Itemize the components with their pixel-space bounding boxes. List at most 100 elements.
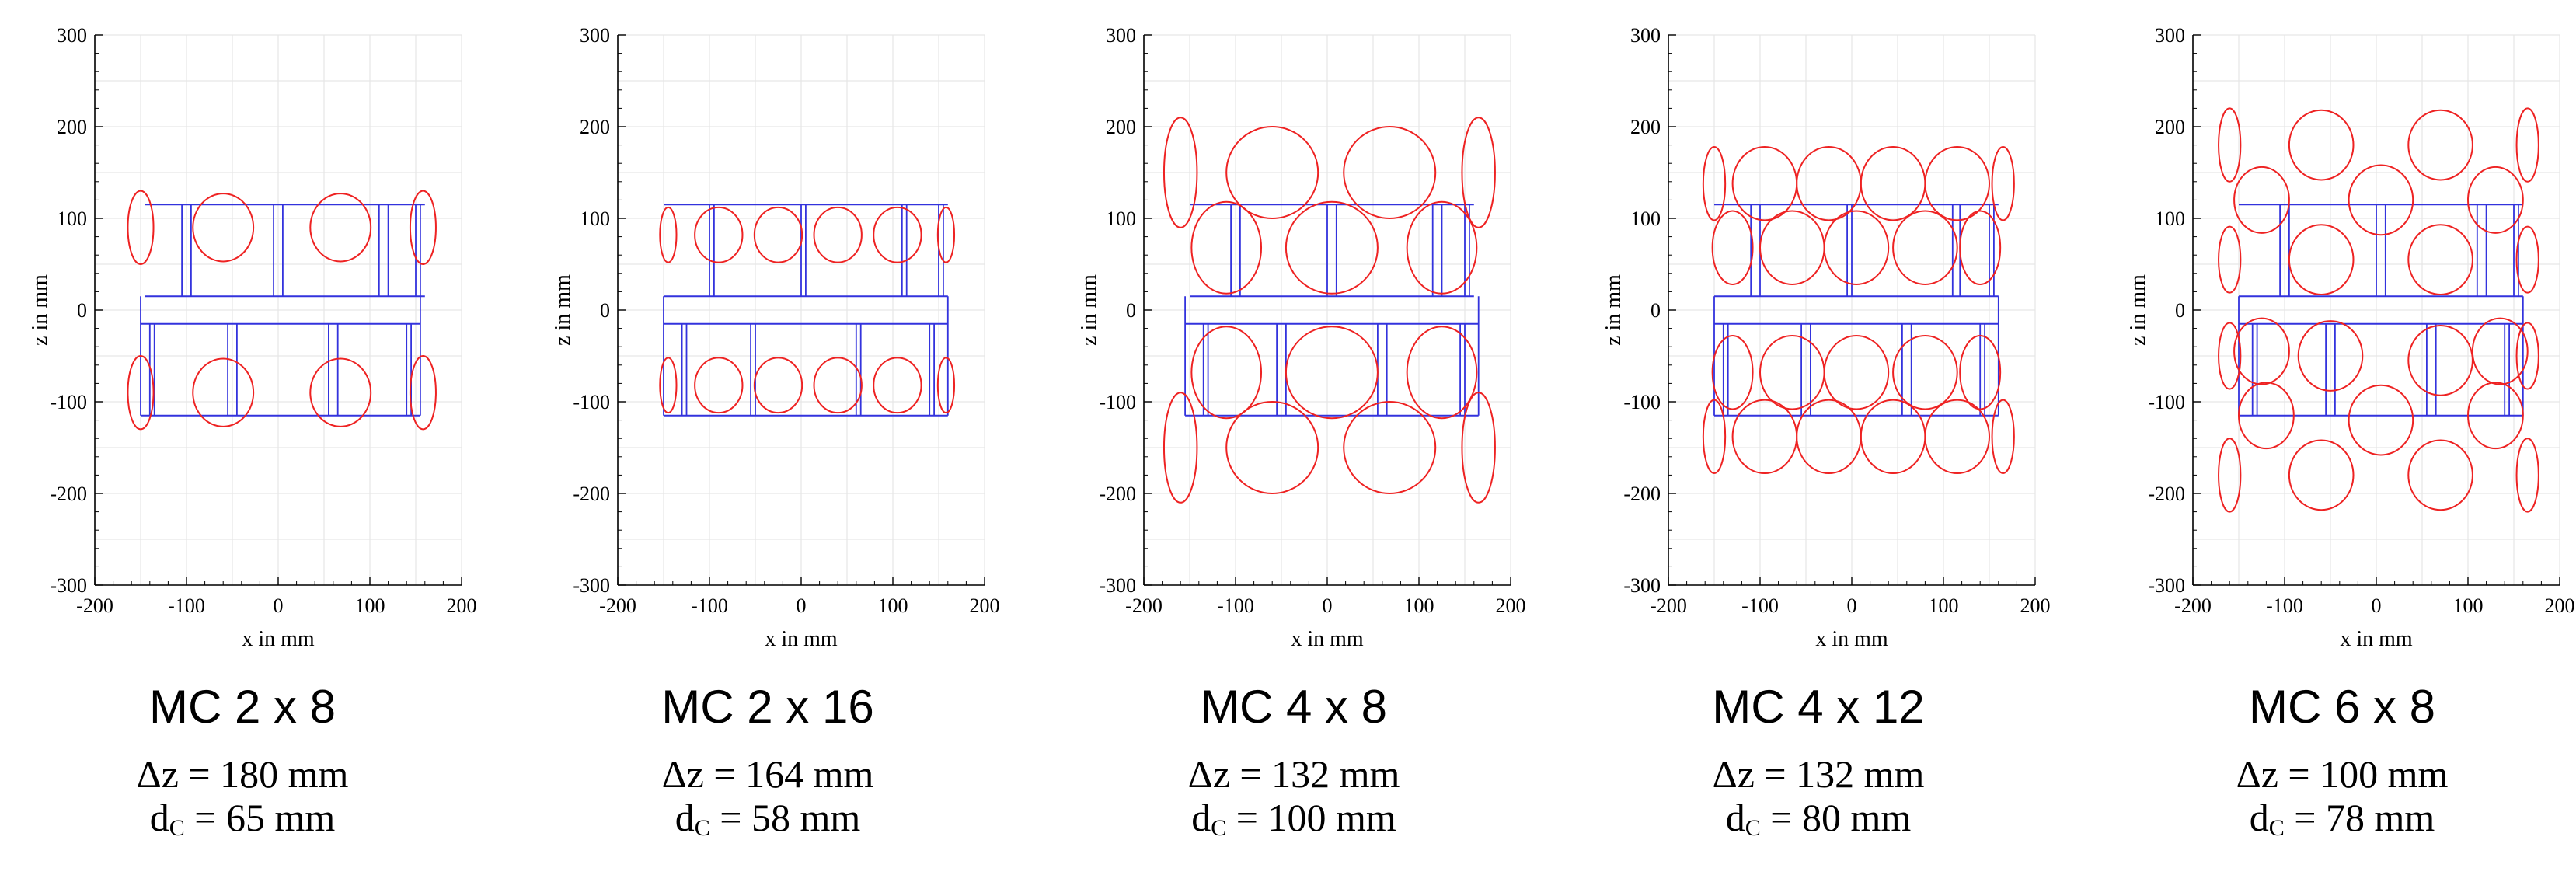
coil-ellipse — [2407, 224, 2473, 295]
caption-4: MC 4 x 12 Δz = 132 mm dC = 80 mm — [1616, 684, 2020, 842]
coil-ellipse — [2218, 438, 2242, 513]
coil-ellipse — [1406, 200, 1478, 295]
caption-5: MC 6 x 8 Δz = 100 mm dC = 78 mm — [2140, 684, 2544, 842]
x-tick-label: 200 — [1496, 594, 1526, 617]
y-tick-label: -100 — [573, 391, 610, 413]
panel-title: MC 6 x 8 — [2248, 681, 2436, 733]
coil-ellipse — [936, 206, 956, 263]
y-tick-label: 0 — [600, 299, 610, 322]
y-tick-label: 100 — [580, 207, 610, 230]
coil-ellipse — [1711, 210, 1754, 285]
y-tick-label: 200 — [1630, 116, 1661, 138]
caption-2: MC 2 x 16 Δz = 164 mm dC = 58 mm — [566, 684, 970, 842]
coil-ellipse — [1731, 399, 1798, 475]
delta-z-label: Δz = 164 mm — [661, 752, 874, 796]
coil-ellipse — [2348, 164, 2414, 236]
x-tick-label: -100 — [2266, 594, 2303, 617]
coil-ellipse — [1991, 145, 2015, 221]
y-tick-label: 0 — [1651, 299, 1661, 322]
y-tick-label: 0 — [2175, 299, 2185, 322]
coil-ellipse — [659, 206, 678, 263]
coil-ellipse — [1759, 335, 1825, 410]
coil-ellipse — [2515, 225, 2539, 294]
y-axis-label: z in mm — [551, 274, 575, 346]
x-axis-label: x in mm — [765, 627, 838, 651]
y-tick-label: 0 — [77, 299, 87, 322]
x-tick-label: 0 — [274, 594, 284, 617]
y-tick-label: 100 — [1106, 207, 1136, 230]
coil-ellipse — [813, 357, 863, 414]
y-tick-label: -200 — [573, 483, 610, 505]
captions: MC 2 x 8 Δz = 180 mm dC = 65 mm MC 2 x 1… — [0, 684, 2576, 882]
x-tick-label: -200 — [599, 594, 636, 617]
panel-title: MC 2 x 16 — [661, 681, 874, 733]
x-tick-label: 0 — [797, 594, 807, 617]
coil-ellipse — [1959, 335, 2002, 410]
panel-title: MC 2 x 8 — [148, 681, 336, 733]
y-tick-label: 300 — [580, 24, 610, 47]
coil-ellipse — [2407, 325, 2473, 396]
x-tick-label: -200 — [76, 594, 113, 617]
coil-ellipse — [2233, 166, 2290, 234]
x-tick-label: 0 — [1847, 594, 1857, 617]
coil-ellipse — [936, 357, 956, 414]
coil-ellipse — [1759, 210, 1825, 285]
coil-ellipse — [1461, 117, 1496, 228]
y-tick-label: 300 — [2155, 24, 2185, 47]
coil-ellipse — [1991, 399, 2015, 475]
coil-ellipse — [309, 193, 372, 263]
dc-label: dC = 100 mm — [1191, 796, 1396, 841]
y-tick-label: -200 — [1099, 483, 1136, 505]
coil-ellipse — [127, 190, 155, 265]
x-tick-label: 200 — [970, 594, 1000, 617]
coil-ellipse — [873, 357, 922, 414]
y-tick-label: 100 — [57, 207, 87, 230]
y-tick-label: -100 — [2148, 391, 2185, 413]
y-axis-label: z in mm — [2126, 274, 2150, 346]
coil-ellipse — [873, 206, 922, 263]
y-axis-label: z in mm — [1602, 274, 1626, 346]
coil-ellipse — [1343, 126, 1437, 219]
coil-ellipse — [2515, 438, 2539, 513]
x-tick-label: 100 — [878, 594, 908, 617]
coil-ellipse — [1406, 326, 1478, 420]
coil-ellipse — [2515, 107, 2539, 183]
y-tick-label: -100 — [1099, 391, 1136, 413]
coil-ellipse — [1860, 145, 1926, 221]
coil-ellipse — [2471, 317, 2529, 385]
x-tick-label: 100 — [355, 594, 385, 617]
y-tick-label: -200 — [1623, 483, 1661, 505]
coil-ellipse — [1860, 399, 1926, 475]
y-tick-label: -300 — [1099, 574, 1136, 597]
coil-ellipse — [409, 355, 437, 431]
x-axis-label: x in mm — [1815, 627, 1888, 651]
coil-ellipse — [2297, 320, 2364, 392]
coil-ellipse — [1924, 399, 1990, 475]
y-tick-label: 300 — [1106, 24, 1136, 47]
coil-ellipse — [2288, 439, 2355, 511]
coil-ellipse — [1190, 200, 1263, 295]
x-axis-label: x in mm — [1291, 627, 1364, 651]
coil-ellipse — [694, 206, 744, 263]
y-tick-label: 100 — [2155, 207, 2185, 230]
dc-label: dC = 80 mm — [1725, 796, 1912, 841]
coil-ellipse — [694, 357, 744, 414]
x-tick-label: 200 — [447, 594, 477, 617]
y-tick-label: 300 — [1630, 24, 1661, 47]
y-tick-label: -200 — [2148, 483, 2185, 505]
y-tick-label: -300 — [1623, 574, 1661, 597]
delta-z-label: Δz = 100 mm — [2236, 752, 2449, 796]
x-tick-label: -100 — [1741, 594, 1779, 617]
delta-z-label: Δz = 132 mm — [1712, 752, 1925, 796]
y-tick-label: -300 — [2148, 574, 2185, 597]
x-tick-label: 200 — [2020, 594, 2051, 617]
coil-ellipse — [2407, 439, 2473, 511]
x-tick-label: -200 — [1125, 594, 1163, 617]
dc-label: dC = 65 mm — [149, 796, 336, 841]
coil-ellipse — [1892, 210, 1958, 285]
coil-ellipse — [2218, 225, 2242, 294]
